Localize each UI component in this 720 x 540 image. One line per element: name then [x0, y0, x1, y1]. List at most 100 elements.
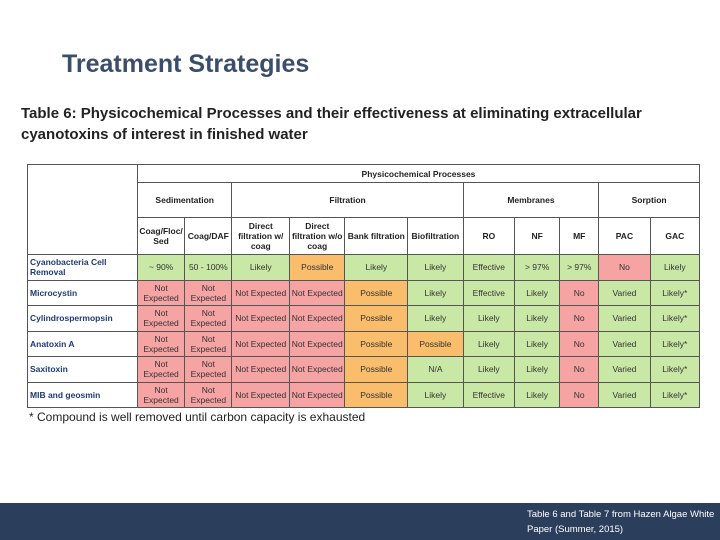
table-cell: Likely: [514, 356, 561, 383]
table-cell: Not Expected: [184, 305, 233, 332]
row-label: Microcystin: [27, 279, 138, 306]
row-label: Cyanobacteria Cell Removal: [27, 254, 138, 281]
table-cell: Likely: [462, 330, 516, 357]
table-cell: Not Expected: [288, 330, 346, 357]
table-cell: Not Expected: [288, 305, 346, 332]
table-cell: Likely: [407, 305, 464, 332]
corner-cell: [27, 164, 138, 255]
row-label: MIB and geosmin: [27, 381, 138, 408]
table-cell: Not Expected: [184, 381, 233, 408]
table-cell: ~ 90%: [136, 254, 186, 281]
row-label: Saxitoxin: [27, 356, 138, 383]
table-cell: 50 - 100%: [184, 254, 233, 281]
footer-bar: [0, 503, 720, 540]
table-cell: No: [598, 254, 651, 281]
column-header: RO: [462, 217, 516, 255]
table-cell: Possible: [288, 254, 346, 281]
table-row: Microcystin Not Expected Not Expected Not E…: [27, 279, 701, 306]
table-row: Cyanobacteria Cell Removal ~ 90% 50 - 100%…: [27, 254, 701, 281]
table-cell: Likely*: [649, 305, 701, 332]
column-header: Direct filtration w/o coag: [288, 217, 346, 255]
table-cell: Not Expected: [136, 381, 186, 408]
group-header: Filtration: [231, 182, 464, 218]
table-cell: Likely*: [649, 279, 701, 306]
column-header: MF: [559, 217, 600, 255]
table-cell: Possible: [407, 330, 464, 357]
table-cell: Varied: [598, 330, 651, 357]
table-cell: Not Expected: [184, 330, 233, 357]
table-cell: Possible: [344, 356, 409, 383]
column-header: PAC: [598, 217, 651, 255]
slide-title: Treatment Strategies: [62, 50, 310, 78]
table-cell: N/A: [407, 356, 464, 383]
table-cell: Not Expected: [231, 305, 290, 332]
table-cell: Effective: [462, 279, 516, 306]
group-header: Sedimentation: [136, 182, 233, 218]
table-cell: Likely*: [649, 381, 701, 408]
table-cell: Effective: [462, 381, 516, 408]
column-header: Coag/DAF: [184, 217, 233, 255]
table-cell: Likely*: [649, 330, 701, 357]
row-label: Cylindrospermopsin: [27, 305, 138, 332]
table-cell: Possible: [344, 330, 409, 357]
table-cell: Likely: [514, 279, 561, 306]
table-cell: Possible: [344, 381, 409, 408]
footer-source-note: Table 6 and Table 7 from Hazen Algae Whi…: [527, 509, 715, 535]
column-header: Bank filtration: [344, 217, 409, 255]
table-cell: Possible: [344, 305, 409, 332]
table-cell: Likely: [344, 254, 409, 281]
table-row: Cylindrospermopsin Not Expected Not Expect…: [27, 305, 701, 332]
table-cell: Likely: [514, 330, 561, 357]
column-header: Coag/Floc/ Sed: [136, 217, 186, 255]
table-cell: Varied: [598, 381, 651, 408]
group-header: Membranes: [462, 182, 600, 218]
table-cell: Likely: [462, 305, 516, 332]
table-cell: Varied: [598, 305, 651, 332]
table-cell: Not Expected: [231, 356, 290, 383]
table-cell: Varied: [598, 356, 651, 383]
table-row: Saxitoxin Not Expected Not Expected Not Exp…: [27, 356, 701, 383]
table-cell: Not Expected: [136, 279, 186, 306]
table-cell: Likely: [407, 381, 464, 408]
table-cell: Likely: [462, 356, 516, 383]
table-cell: No: [559, 381, 600, 408]
column-header: GAC: [649, 217, 701, 255]
group-header: Sorption: [598, 182, 700, 218]
row-label: Anatoxin A: [27, 330, 138, 357]
table-cell: Not Expected: [184, 356, 233, 383]
table-cell: > 97%: [514, 254, 561, 281]
column-header: Biofiltration: [407, 217, 464, 255]
table-cell: Not Expected: [288, 381, 346, 408]
table-cell: > 97%: [559, 254, 600, 281]
table-cell: Not Expected: [288, 279, 346, 306]
table-cell: Likely: [514, 381, 561, 408]
table-cell: Not Expected: [288, 356, 346, 383]
physicochemical-table: Physicochemical Processes Sedimentation …: [27, 164, 701, 408]
table-cell: Not Expected: [184, 279, 233, 306]
table-cell: Likely: [514, 305, 561, 332]
table-caption: Table 6: Physicochemical Processes and t…: [21, 105, 642, 143]
table-cell: Not Expected: [231, 381, 290, 408]
footnote: * Compound is well removed until carbon …: [29, 410, 366, 424]
table-cell: Likely: [231, 254, 290, 281]
table-cell: No: [559, 305, 600, 332]
table-cell: Possible: [344, 279, 409, 306]
table-cell: Effective: [462, 254, 516, 281]
table-cell: Likely: [649, 254, 701, 281]
column-header: Direct filtration w/ coag: [231, 217, 290, 255]
table-cell: No: [559, 356, 600, 383]
table-cell: Not Expected: [136, 330, 186, 357]
table-row: MIB and geosmin Not Expected Not Expected N…: [27, 381, 701, 408]
table-cell: Likely*: [649, 356, 701, 383]
column-header: NF: [514, 217, 561, 255]
table-cell: Not Expected: [136, 305, 186, 332]
table-cell: No: [559, 330, 600, 357]
table-cell: No: [559, 279, 600, 306]
super-header: Physicochemical Processes: [136, 164, 701, 183]
table-row: Anatoxin A Not Expected Not Expected Not Ex…: [27, 330, 701, 357]
table-cell: Not Expected: [231, 279, 290, 306]
table-cell: Not Expected: [231, 330, 290, 357]
table-cell: Likely: [407, 254, 464, 281]
table-cell: Varied: [598, 279, 651, 306]
table-cell: Not Expected: [136, 356, 186, 383]
